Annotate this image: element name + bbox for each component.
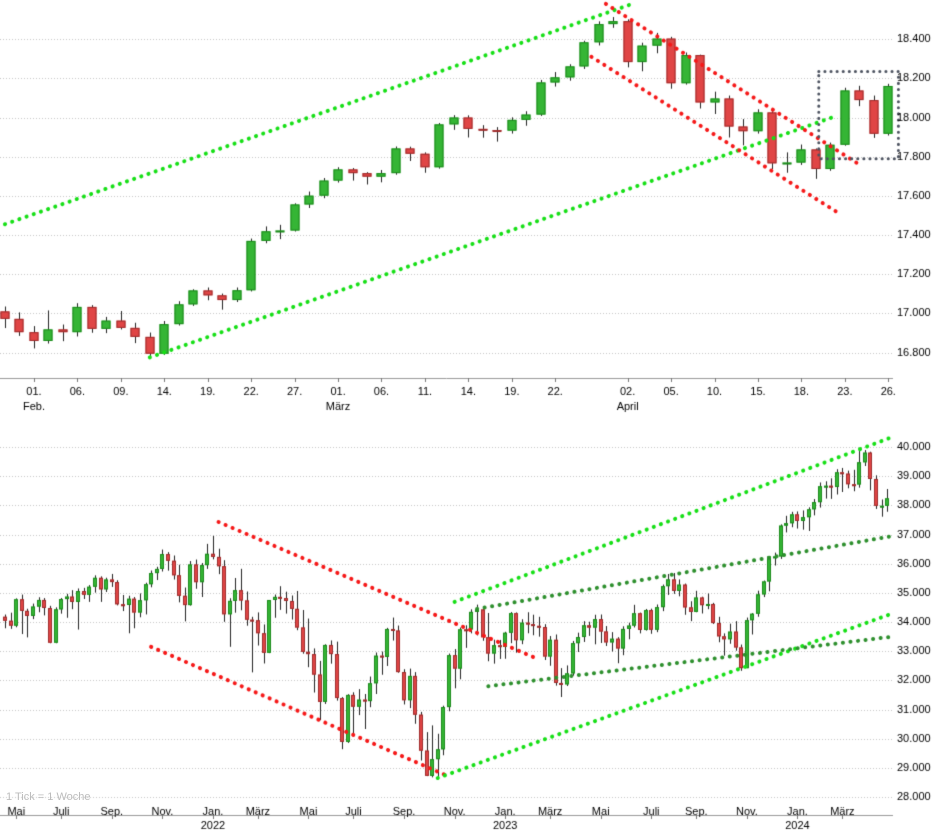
tick-scale-watermark: 1 Tick = 1 Woche (6, 791, 91, 803)
weekly-chart-panel: 1 Tick = 1 Woche (0, 420, 943, 838)
daily-chart-panel (0, 0, 943, 420)
weekly-candlestick-chart (0, 420, 943, 838)
daily-candlestick-chart (0, 0, 943, 420)
